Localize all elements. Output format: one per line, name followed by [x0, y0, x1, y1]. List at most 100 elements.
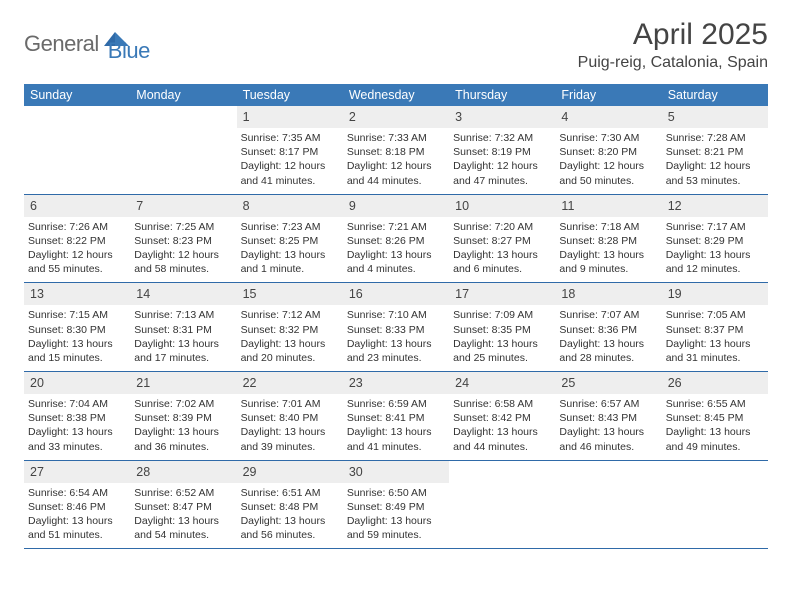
calendar-cell: 25Sunrise: 6:57 AMSunset: 8:43 PMDayligh… [555, 372, 661, 460]
calendar-cell: 13Sunrise: 7:15 AMSunset: 8:30 PMDayligh… [24, 283, 130, 371]
cell-body: Sunrise: 7:09 AMSunset: 8:35 PMDaylight:… [453, 308, 551, 365]
day-number: 21 [136, 376, 150, 390]
calendar-cell: 8Sunrise: 7:23 AMSunset: 8:25 PMDaylight… [237, 195, 343, 283]
daylight-line: Daylight: 13 hours and 12 minutes. [666, 248, 764, 276]
cell-body: Sunrise: 7:07 AMSunset: 8:36 PMDaylight:… [559, 308, 657, 365]
daynum-row: 7 [130, 195, 236, 217]
sunrise-line: Sunrise: 6:57 AM [559, 397, 657, 411]
day-number: 26 [668, 376, 682, 390]
daynum-row: 23 [343, 372, 449, 394]
daynum-row: 2 [343, 106, 449, 128]
day-number: 12 [668, 199, 682, 213]
sunset-line: Sunset: 8:47 PM [134, 500, 232, 514]
cell-body: Sunrise: 7:21 AMSunset: 8:26 PMDaylight:… [347, 220, 445, 277]
cell-body: Sunrise: 7:18 AMSunset: 8:28 PMDaylight:… [559, 220, 657, 277]
cell-body: Sunrise: 7:15 AMSunset: 8:30 PMDaylight:… [28, 308, 126, 365]
sunrise-line: Sunrise: 7:13 AM [134, 308, 232, 322]
day-number: 14 [136, 287, 150, 301]
sunset-line: Sunset: 8:19 PM [453, 145, 551, 159]
sunset-line: Sunset: 8:39 PM [134, 411, 232, 425]
daynum-row: 28 [130, 461, 236, 483]
daylight-line: Daylight: 13 hours and 15 minutes. [28, 337, 126, 365]
calendar-cell: 29Sunrise: 6:51 AMSunset: 8:48 PMDayligh… [237, 461, 343, 549]
calendar-cell [449, 461, 555, 549]
sunset-line: Sunset: 8:41 PM [347, 411, 445, 425]
sunset-line: Sunset: 8:49 PM [347, 500, 445, 514]
sunset-line: Sunset: 8:26 PM [347, 234, 445, 248]
daylight-line: Daylight: 13 hours and 20 minutes. [241, 337, 339, 365]
sunset-line: Sunset: 8:22 PM [28, 234, 126, 248]
daylight-line: Daylight: 13 hours and 33 minutes. [28, 425, 126, 453]
sunset-line: Sunset: 8:23 PM [134, 234, 232, 248]
calendar-cell: 9 Sunrise: 7:21 AMSunset: 8:26 PMDaylight… [343, 195, 449, 283]
daylight-line: Daylight: 13 hours and 46 minutes. [559, 425, 657, 453]
daylight-line: Daylight: 13 hours and 51 minutes. [28, 514, 126, 542]
cell-body: Sunrise: 7:26 AMSunset: 8:22 PMDaylight:… [28, 220, 126, 277]
sunset-line: Sunset: 8:43 PM [559, 411, 657, 425]
cell-body: Sunrise: 6:58 AMSunset: 8:42 PMDaylight:… [453, 397, 551, 454]
daylight-line: Daylight: 13 hours and 6 minutes. [453, 248, 551, 276]
day-number: 20 [30, 376, 44, 390]
calendar-week: 13Sunrise: 7:15 AMSunset: 8:30 PMDayligh… [24, 283, 768, 372]
cell-body: Sunrise: 7:30 AMSunset: 8:20 PMDaylight:… [559, 131, 657, 188]
sunset-line: Sunset: 8:29 PM [666, 234, 764, 248]
daynum-row: 1 [237, 106, 343, 128]
day-number: 22 [243, 376, 257, 390]
daynum-row: 17 [449, 283, 555, 305]
daynum-row [130, 106, 236, 110]
calendar-cell: 6Sunrise: 7:26 AMSunset: 8:22 PMDaylight… [24, 195, 130, 283]
day-number: 23 [349, 376, 363, 390]
cell-body: Sunrise: 7:04 AMSunset: 8:38 PMDaylight:… [28, 397, 126, 454]
day-number: 30 [349, 465, 363, 479]
calendar-week: 27Sunrise: 6:54 AMSunset: 8:46 PMDayligh… [24, 461, 768, 550]
daylight-line: Daylight: 13 hours and 9 minutes. [559, 248, 657, 276]
calendar-week: 6Sunrise: 7:26 AMSunset: 8:22 PMDaylight… [24, 195, 768, 284]
day-number: 2 [349, 110, 356, 124]
calendar-cell: 20 Sunrise: 7:04 AMSunset: 8:38 PMDayligh… [24, 372, 130, 460]
day-number: 18 [561, 287, 575, 301]
calendar: Sunday Monday Tuesday Wednesday Thursday… [24, 84, 768, 549]
daylight-line: Daylight: 13 hours and 41 minutes. [347, 425, 445, 453]
calendar-cell [662, 461, 768, 549]
cell-body: Sunrise: 6:54 AMSunset: 8:46 PMDaylight:… [28, 486, 126, 543]
daylight-line: Daylight: 12 hours and 58 minutes. [134, 248, 232, 276]
sunset-line: Sunset: 8:31 PM [134, 323, 232, 337]
day-number: 16 [349, 287, 363, 301]
sunrise-line: Sunrise: 6:52 AM [134, 486, 232, 500]
daynum-row [449, 461, 555, 465]
daylight-line: Daylight: 12 hours and 50 minutes. [559, 159, 657, 187]
cell-body: Sunrise: 6:57 AMSunset: 8:43 PMDaylight:… [559, 397, 657, 454]
sunrise-line: Sunrise: 7:05 AM [666, 308, 764, 322]
sunrise-line: Sunrise: 6:50 AM [347, 486, 445, 500]
day-number: 7 [136, 199, 143, 213]
day-number: 1 [243, 110, 250, 124]
cell-body: Sunrise: 7:35 AMSunset: 8:17 PMDaylight:… [241, 131, 339, 188]
sunset-line: Sunset: 8:48 PM [241, 500, 339, 514]
daynum-row: 10 [449, 195, 555, 217]
calendar-cell: 12 Sunrise: 7:17 AMSunset: 8:29 PMDayligh… [662, 195, 768, 283]
sunset-line: Sunset: 8:32 PM [241, 323, 339, 337]
sunset-line: Sunset: 8:37 PM [666, 323, 764, 337]
calendar-cell: 5Sunrise: 7:28 AMSunset: 8:21 PMDaylight… [662, 106, 768, 194]
sunrise-line: Sunrise: 7:10 AM [347, 308, 445, 322]
sunrise-line: Sunrise: 6:59 AM [347, 397, 445, 411]
cell-body: Sunrise: 7:12 AMSunset: 8:32 PMDaylight:… [241, 308, 339, 365]
sunset-line: Sunset: 8:30 PM [28, 323, 126, 337]
brand-part1: General [24, 31, 99, 57]
cell-body: Sunrise: 6:55 AMSunset: 8:45 PMDaylight:… [666, 397, 764, 454]
calendar-cell: 2Sunrise: 7:33 AMSunset: 8:18 PMDaylight… [343, 106, 449, 194]
daynum-row: 9 [343, 195, 449, 217]
cell-body: Sunrise: 7:17 AMSunset: 8:29 PMDaylight:… [666, 220, 764, 277]
daynum-row: 26 [662, 372, 768, 394]
sunrise-line: Sunrise: 7:33 AM [347, 131, 445, 145]
day-number: 11 [561, 199, 574, 213]
cell-body: Sunrise: 7:23 AMSunset: 8:25 PMDaylight:… [241, 220, 339, 277]
calendar-cell: 30Sunrise: 6:50 AMSunset: 8:49 PMDayligh… [343, 461, 449, 549]
daylight-line: Daylight: 12 hours and 47 minutes. [453, 159, 551, 187]
sunrise-line: Sunrise: 7:07 AM [559, 308, 657, 322]
sunrise-line: Sunrise: 6:55 AM [666, 397, 764, 411]
daynum-row: 22 [237, 372, 343, 394]
daylight-line: Daylight: 13 hours and 54 minutes. [134, 514, 232, 542]
daylight-line: Daylight: 13 hours and 49 minutes. [666, 425, 764, 453]
brand-part2: Blue [108, 24, 150, 64]
